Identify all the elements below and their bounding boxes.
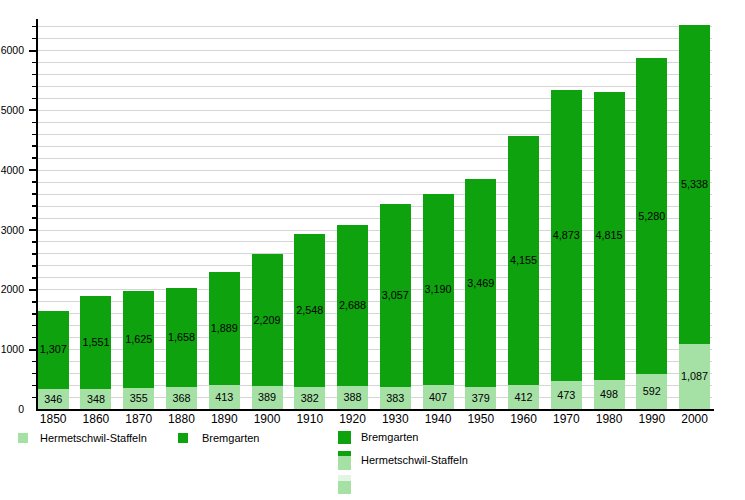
y-axis-label: 2000 (0, 283, 24, 295)
y-axis-label: 4000 (0, 164, 24, 176)
bar-value-hermetschwil: 413 (200, 391, 248, 403)
x-axis-label: 1870 (115, 412, 163, 426)
y-axis-label: 3000 (0, 224, 24, 236)
bar-value-hermetschwil: 592 (628, 385, 676, 397)
bar-value-hermetschwil: 412 (500, 391, 548, 403)
x-axis-label: 1960 (500, 412, 548, 426)
x-axis-label: 1890 (200, 412, 248, 426)
bar-value-bremgarten: 4,155 (500, 254, 548, 266)
x-axis-label: 1930 (371, 412, 419, 426)
legend-swatch (18, 433, 28, 443)
legend-swatch (178, 433, 188, 443)
bar-value-bremgarten: 3,057 (371, 289, 419, 301)
x-axis-label: 1990 (628, 412, 676, 426)
y-axis-label: 0 (0, 403, 24, 415)
x-axis-label: 1970 (542, 412, 590, 426)
gridline (38, 74, 713, 75)
bar-value-bremgarten: 4,873 (542, 229, 590, 241)
bar-value-hermetschwil: 407 (414, 391, 462, 403)
legend-swatch (338, 456, 351, 470)
bar-value-bremgarten: 5,280 (628, 210, 676, 222)
population-chart: 01000200030004000500060001,30734618501,5… (0, 0, 745, 500)
gridline (38, 26, 713, 27)
gridline (38, 62, 713, 63)
x-axis-label: 2000 (671, 412, 719, 426)
bar-value-bremgarten: 5,338 (671, 178, 719, 190)
bar-value-bremgarten: 3,190 (414, 283, 462, 295)
bar-value-hermetschwil: 383 (371, 392, 419, 404)
legend-label: Hermetschwil-Staffeln (361, 454, 468, 466)
bar-value-hermetschwil: 498 (585, 388, 633, 400)
gridline (38, 86, 713, 87)
y-axis-label: 6000 (0, 44, 24, 56)
bar-value-hermetschwil: 388 (329, 391, 377, 403)
y-axis-label: 5000 (0, 104, 24, 116)
x-axis-label: 1860 (72, 412, 120, 426)
legend-swatch (338, 481, 351, 494)
bar-value-bremgarten: 1,625 (115, 333, 163, 345)
bar-value-hermetschwil: 1,087 (671, 370, 719, 382)
x-axis-label: 1940 (414, 412, 462, 426)
bar-value-hermetschwil: 379 (457, 392, 505, 404)
y-axis-line (36, 19, 38, 412)
bar-value-hermetschwil: 382 (286, 392, 334, 404)
bar-value-hermetschwil: 368 (157, 392, 205, 404)
x-axis-label: 1910 (286, 412, 334, 426)
legend-label: Hermetschwil-Staffeln (40, 432, 147, 444)
gridline (38, 50, 713, 51)
legend-label: Bremgarten (202, 432, 259, 444)
x-axis-label: 1950 (457, 412, 505, 426)
gridline (38, 38, 713, 39)
bar-value-bremgarten: 1,889 (200, 322, 248, 334)
bar-value-bremgarten: 1,658 (157, 331, 205, 343)
x-axis-line (36, 409, 714, 411)
x-axis-label: 1880 (157, 412, 205, 426)
x-axis-label: 1900 (243, 412, 291, 426)
x-axis-label: 1980 (585, 412, 633, 426)
bar-value-bremgarten: 1,551 (72, 336, 120, 348)
x-axis-label: 1850 (29, 412, 77, 426)
y-axis-label: 1000 (0, 343, 24, 355)
bar-value-hermetschwil: 355 (115, 392, 163, 404)
bar-value-bremgarten: 2,548 (286, 304, 334, 316)
bar-value-bremgarten: 4,815 (585, 229, 633, 241)
bar-value-bremgarten: 3,469 (457, 277, 505, 289)
bar-value-bremgarten: 2,209 (243, 314, 291, 326)
legend-swatch (338, 431, 351, 444)
legend-label: Bremgarten (361, 431, 418, 443)
bar-value-bremgarten: 2,688 (329, 299, 377, 311)
bar-value-hermetschwil: 389 (243, 391, 291, 403)
bar-value-hermetschwil: 348 (72, 393, 120, 405)
bar-value-hermetschwil: 473 (542, 389, 590, 401)
x-axis-label: 1920 (329, 412, 377, 426)
